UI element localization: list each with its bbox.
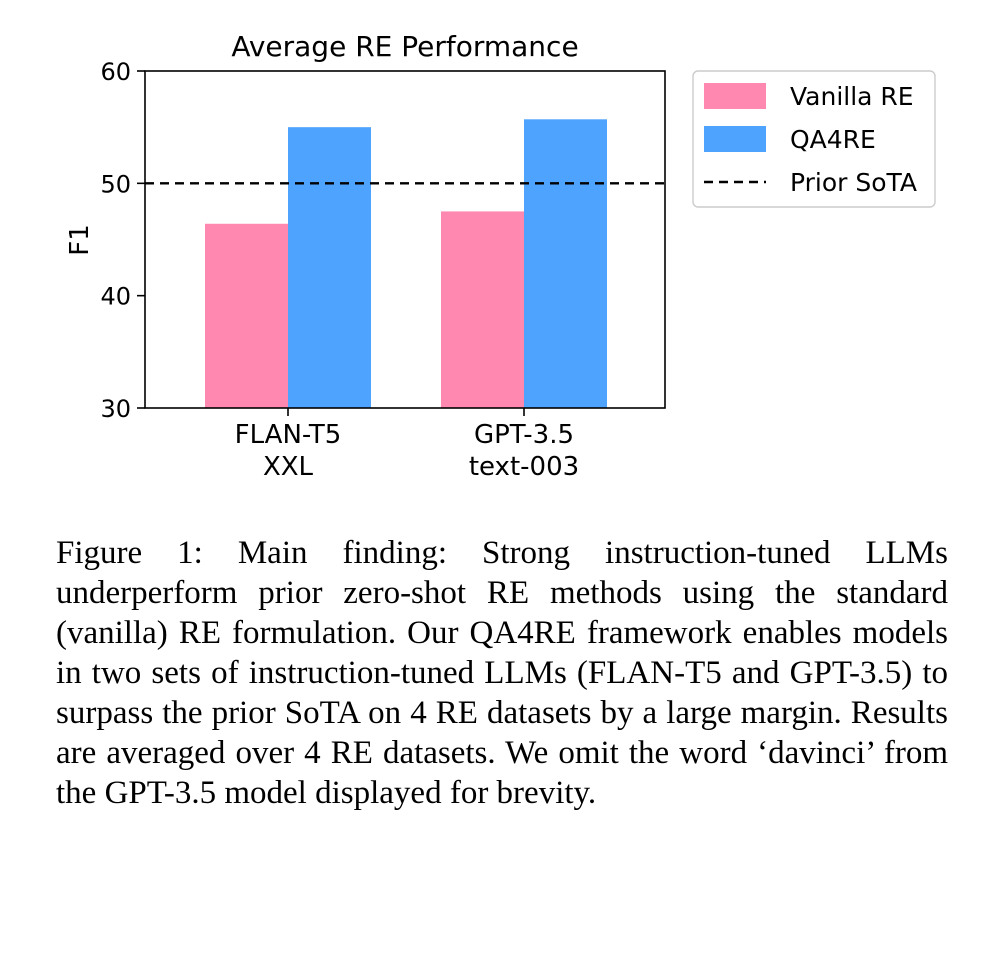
legend-swatch-1 [704, 83, 766, 109]
bars-group [205, 119, 607, 409]
y-tick-label: 60 [100, 58, 131, 86]
x-tick-label: GPT-3.5 [474, 420, 574, 450]
bar-chart: Average RE Performance F1 30 40 50 60 FLAN-… [65, 30, 936, 482]
y-axis-label: F1 [65, 224, 95, 256]
bar-vanilla-re-2 [441, 211, 524, 408]
y-tick-label: 30 [100, 395, 131, 423]
bar-vanilla-re-1 [205, 223, 288, 408]
legend-label-2: QA4RE [790, 125, 876, 154]
x-tick-label: FLAN-T5 [235, 420, 342, 450]
y-tick-label: 40 [100, 283, 131, 311]
figure-caption: Figure 1: Main finding: Strong instructi… [56, 535, 948, 811]
y-axis: 30 40 50 60 [100, 58, 145, 423]
bar-qa4re-1 [288, 127, 371, 409]
x-tick-label: XXL [263, 452, 314, 482]
plot-frame [144, 70, 666, 409]
chart-area: Average RE Performance F1 30 40 50 60 FLAN-… [65, 30, 936, 482]
legend-label-prior-sota: Prior SoTA [790, 168, 917, 197]
legend-label-1: Vanilla RE [790, 82, 914, 111]
y-tick-label: 50 [100, 170, 131, 198]
chart-title: Average RE Performance [231, 30, 578, 63]
bar-qa4re-2 [524, 119, 607, 408]
x-tick-label: text-003 [469, 452, 579, 482]
legend: Vanilla RE QA4RE Prior SoTA [692, 70, 936, 208]
legend-swatch-2 [704, 126, 766, 152]
